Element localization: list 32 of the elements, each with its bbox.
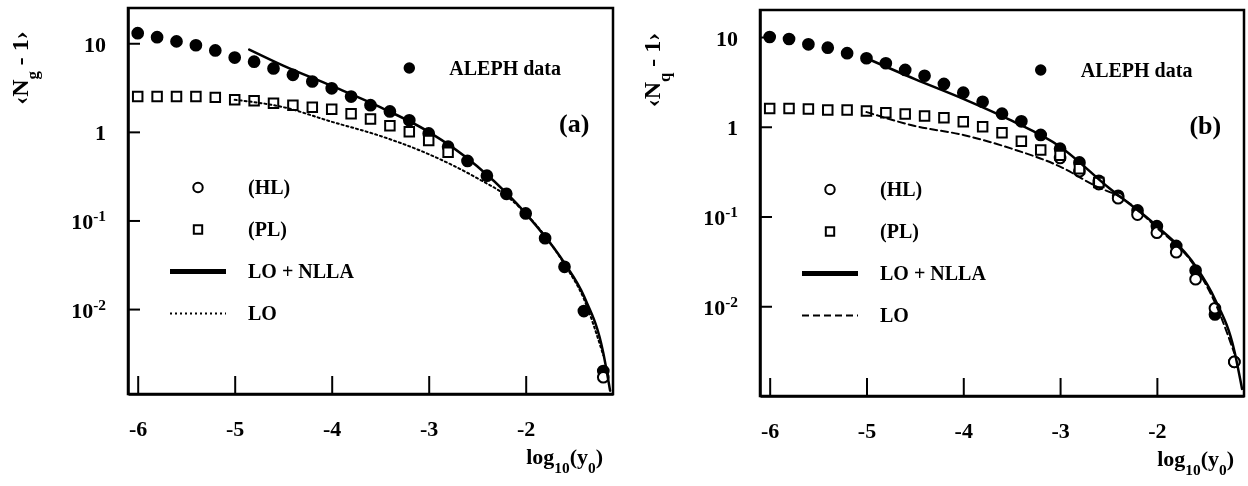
y-tick-label: 1	[95, 120, 106, 146]
legend-label: (HL)	[248, 176, 291, 200]
y-tick-label: 10	[84, 31, 106, 57]
annotation: (a)	[559, 108, 590, 138]
legend-label: (HL)	[880, 178, 923, 202]
legend-label: LO + NLLA	[248, 260, 355, 283]
x-tick-label: -4	[954, 417, 973, 443]
y-tick-label: 10$^{-1}$	[703, 202, 738, 231]
x-axis-title: log$_{10}$(y$_{0}$)	[1157, 446, 1234, 478]
legend-label: (PL)	[880, 220, 919, 244]
x-tick-label: -6	[761, 417, 780, 443]
y-tick-label: 1	[727, 115, 738, 141]
x-tick-label: -5	[857, 417, 877, 443]
legend-label: LO	[880, 304, 909, 327]
x-tick-label: -2	[517, 415, 536, 441]
x-tick-label: -6	[129, 415, 148, 441]
annotation: (b)	[1189, 110, 1222, 140]
x-axis-title: log$_{10}$(y$_{0}$)	[526, 444, 603, 476]
x-tick-label: -2	[1148, 417, 1167, 443]
y-tick-label: 10$^{-2}$	[71, 295, 107, 323]
y-tick-label: 10	[716, 25, 738, 51]
x-tick-label: -3	[420, 415, 439, 441]
x-tick-label: -4	[323, 415, 342, 441]
legend-label: ALEPH data	[449, 57, 561, 79]
legend-label: (PL)	[248, 218, 287, 242]
legend-label: ALEPH data	[1080, 59, 1193, 81]
legend-label: LO + NLLA	[880, 262, 987, 285]
y-tick-label: 10$^{-1}$	[71, 206, 106, 234]
x-tick-label: -3	[1051, 417, 1070, 443]
y-tick-label: 10$^{-2}$	[703, 292, 739, 320]
x-tick-label: -5	[226, 415, 245, 441]
legend-label: LO	[248, 302, 277, 325]
